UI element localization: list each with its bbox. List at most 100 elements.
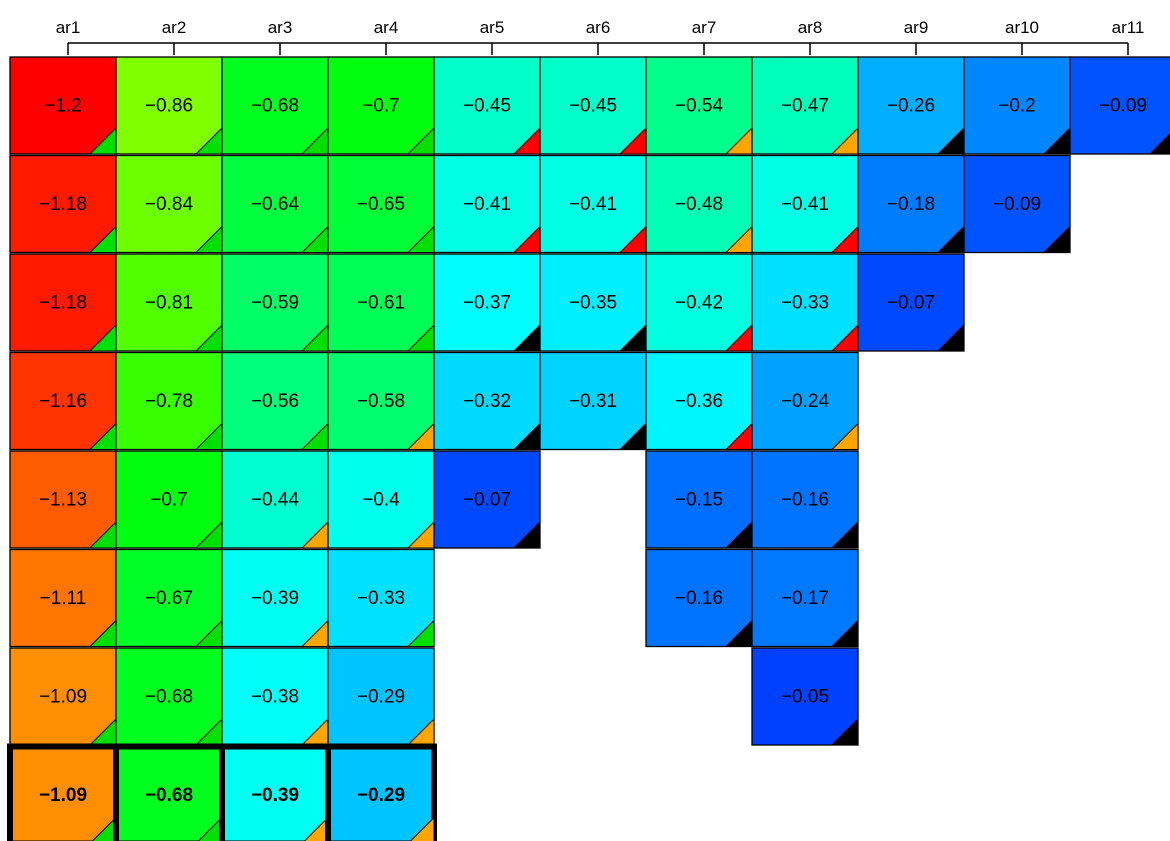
heatmap-cell: −1.11 [9, 548, 117, 648]
cell-value-label: −0.2 [998, 96, 1036, 117]
cell-value-label: −0.36 [675, 391, 723, 412]
cell-value-label: −0.17 [781, 588, 829, 609]
heatmap-cell: −0.78 [115, 351, 223, 451]
cell-background [115, 450, 223, 549]
cell-value-label: −0.15 [675, 490, 723, 511]
heatmap-cell: −0.42 [645, 253, 753, 352]
cell-value-label: −1.16 [39, 391, 87, 412]
cell-value-label: −0.59 [251, 293, 299, 314]
cell-background [857, 56, 965, 155]
heatmap-cell: −0.48 [645, 154, 753, 254]
cell-background [645, 548, 753, 648]
axis-tick-label: ar4 [374, 18, 399, 37]
cell-background [1069, 56, 1170, 155]
heatmap-cell: −0.47 [751, 56, 859, 155]
cell-background [645, 351, 753, 451]
heatmap-cell: −0.56 [221, 351, 329, 451]
heatmap-cell: −0.41 [539, 154, 647, 254]
heatmap-cell: −0.17 [751, 548, 859, 648]
heatmap-cell: −0.45 [433, 56, 541, 155]
cell-background [221, 154, 329, 254]
cell-value-label: −0.68 [145, 785, 193, 806]
cell-value-label: −1.18 [39, 194, 87, 215]
cell-background [327, 154, 435, 254]
cell-background [221, 253, 329, 352]
heatmap-cell: −0.81 [115, 253, 223, 352]
heatmap-cell: −0.54 [645, 56, 753, 155]
cell-background [221, 351, 329, 451]
corner-marker [830, 717, 859, 746]
cell-value-label: −0.24 [781, 391, 830, 412]
cell-background [751, 351, 859, 451]
cell-value-label: −1.09 [39, 687, 87, 708]
cell-value-label: −0.68 [251, 96, 299, 117]
cell-background [539, 56, 647, 155]
heatmap-cell: −0.84 [115, 154, 223, 254]
axis-tick-label: ar3 [268, 18, 293, 37]
corner-marker [936, 323, 965, 352]
cell-background [9, 253, 117, 352]
cell-value-label: −0.67 [145, 588, 193, 609]
cell-value-label: −0.07 [887, 293, 935, 314]
axis-tick-label: ar2 [162, 18, 187, 37]
cell-background [115, 548, 223, 648]
heatmap-cell: −0.26 [857, 56, 965, 155]
corner-marker [1148, 133, 1170, 155]
heatmap-cell: −0.4 [327, 450, 435, 549]
cell-value-label: −0.86 [145, 96, 193, 117]
cell-value-label: −0.26 [887, 96, 935, 117]
cell-value-label: −0.7 [362, 96, 400, 117]
heatmap-cell: −0.35 [539, 253, 647, 352]
cell-background [221, 647, 329, 746]
heatmap-cell: −0.16 [751, 450, 859, 549]
heatmap-cell: −0.33 [751, 253, 859, 352]
cell-background [113, 743, 225, 841]
heatmap-cell: −0.7 [327, 56, 435, 155]
heatmap-cell: −0.07 [433, 450, 541, 549]
cell-value-label: −0.45 [569, 96, 617, 117]
cell-value-label: −0.32 [463, 391, 511, 412]
cell-value-label: −1.13 [39, 490, 87, 511]
heatmap-cell: −0.29 [327, 647, 435, 746]
axis-tick-label: ar9 [904, 18, 929, 37]
corner-marker [830, 520, 859, 549]
cell-background [327, 56, 435, 155]
heatmap-cell: −0.67 [115, 548, 223, 648]
heatmap-cell: −0.44 [221, 450, 329, 549]
heatmap-cell: −0.07 [857, 253, 965, 352]
heatmap-cell: −0.09 [1069, 56, 1170, 155]
heatmap-cell: −0.29 [325, 743, 437, 841]
cell-background [751, 450, 859, 549]
heatmap-cell: −0.15 [645, 450, 753, 549]
cell-value-label: −0.56 [251, 391, 299, 412]
cell-background [327, 548, 435, 648]
cell-background [327, 450, 435, 549]
cell-value-label: −0.41 [781, 194, 829, 215]
cell-value-label: −0.18 [887, 194, 935, 215]
corner-marker [406, 619, 435, 647]
cell-value-label: −0.31 [569, 391, 617, 412]
cell-value-label: −0.41 [569, 194, 617, 215]
cell-background [963, 154, 1071, 254]
cell-value-label: −0.78 [145, 391, 193, 412]
cell-value-label: −0.05 [781, 687, 829, 708]
heatmap-cell: −1.09 [7, 743, 119, 841]
axis-tick-label: ar5 [480, 18, 505, 37]
cell-value-label: −1.09 [39, 785, 87, 806]
cell-value-label: −0.29 [357, 687, 405, 708]
cell-value-label: −0.16 [781, 490, 829, 511]
cell-background [751, 154, 859, 254]
cell-background [751, 548, 859, 648]
heatmap-cell: −0.38 [221, 647, 329, 746]
cell-background [539, 253, 647, 352]
heatmap-cell: −0.86 [115, 56, 223, 155]
cell-value-label: −0.07 [463, 490, 511, 511]
heatmap-cell: −0.41 [751, 154, 859, 254]
cell-value-label: −0.42 [675, 293, 723, 314]
cell-background [433, 351, 541, 451]
cell-value-label: −0.54 [675, 96, 724, 117]
heatmap-cell: −0.36 [645, 351, 753, 451]
heatmap-cell: −0.41 [433, 154, 541, 254]
cell-background [7, 743, 119, 841]
cell-value-label: −0.29 [357, 785, 405, 806]
